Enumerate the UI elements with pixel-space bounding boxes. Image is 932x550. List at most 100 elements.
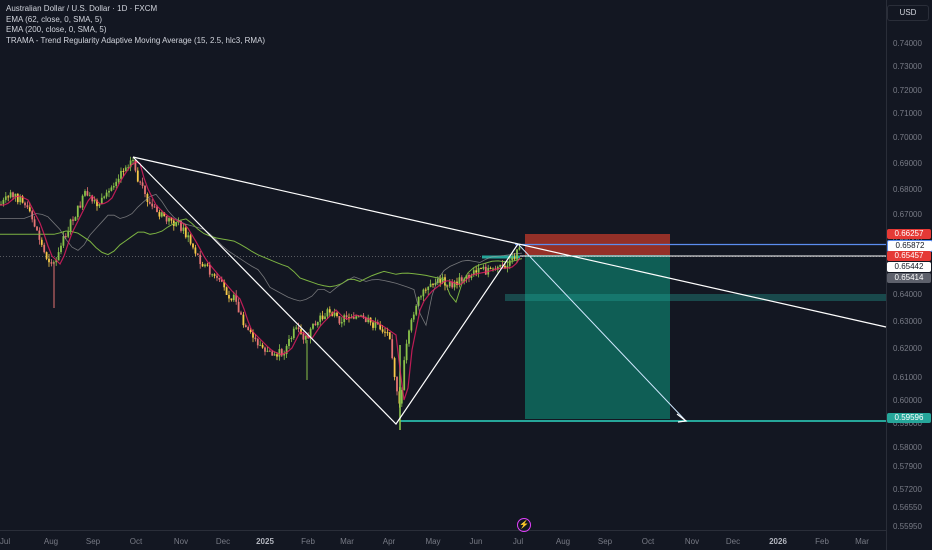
time-tick-label: Jul [512, 537, 524, 546]
candle-body [290, 338, 293, 340]
candle-body [40, 239, 43, 245]
candle-body [434, 283, 437, 285]
candle-body [516, 249, 518, 259]
candle-body [223, 281, 226, 288]
candle-body [508, 260, 511, 266]
candle-body [43, 244, 46, 253]
candle-body [276, 354, 278, 357]
candle-body [472, 270, 475, 275]
candle-body [158, 212, 161, 217]
price-tick-label: 0.55950 [893, 522, 922, 531]
candle-body [182, 227, 185, 231]
candle-body [393, 358, 396, 378]
candle-body [151, 203, 154, 207]
candle-body [237, 301, 240, 313]
candle-body [424, 289, 427, 291]
candle-body [93, 200, 96, 202]
projection-arrow [517, 243, 686, 421]
price-tick-label: 0.57900 [893, 462, 922, 471]
candle-body [14, 193, 17, 198]
candle-body [273, 354, 276, 356]
currency-button[interactable]: USD [887, 5, 929, 21]
candle-body [254, 337, 257, 340]
candle-body [252, 332, 254, 338]
candle-body [492, 268, 494, 270]
candle-body [50, 262, 53, 264]
candle-body [496, 266, 499, 270]
candle-body [4, 196, 7, 200]
ema200-line [0, 218, 523, 304]
symbol-title[interactable]: Australian Dollar / U.S. Dollar · 1D · F… [6, 4, 158, 13]
time-tick-label: Mar [340, 537, 354, 546]
candle-body [278, 349, 281, 357]
prev-price-tag: 0.65414 [887, 273, 931, 283]
candle-body [110, 187, 113, 191]
time-tick-label: Sep [85, 537, 101, 546]
candle-body [144, 185, 146, 195]
candle-body [12, 192, 14, 198]
candle-body [379, 324, 382, 330]
indicator-ema200[interactable]: EMA (200, close, 0, SMA, 5) [6, 25, 107, 34]
candle-body [163, 212, 166, 217]
candle-body [249, 330, 252, 333]
support-zone [505, 294, 886, 301]
time-tick-label: Nov [684, 537, 700, 546]
indicator-trama[interactable]: TRAMA - Trend Regularity Adaptive Moving… [6, 35, 266, 45]
candle-body [199, 254, 202, 265]
candle-body [518, 247, 521, 250]
candle-body [86, 191, 89, 196]
candle-body [312, 323, 314, 329]
candle-body [309, 328, 312, 339]
candle-body [81, 195, 84, 208]
candle-body [280, 349, 283, 356]
candle-body [316, 321, 319, 326]
candle-body [504, 265, 506, 268]
candle-body [266, 350, 269, 352]
candle-body [446, 285, 449, 287]
candle-body [489, 267, 492, 270]
candle-body [381, 329, 384, 332]
candle-body [372, 322, 374, 328]
price-tick-label: 0.73000 [893, 62, 922, 71]
candle-body [480, 268, 482, 270]
candle-body [283, 354, 286, 356]
candle-body [420, 296, 422, 298]
price-tick-label: 0.62000 [893, 344, 922, 353]
candle-body [477, 268, 480, 273]
price-tick-label: 0.60000 [893, 396, 922, 405]
candle-body [410, 319, 413, 331]
candle-body [153, 206, 156, 208]
candle-body [84, 191, 86, 196]
candle-body [74, 217, 77, 221]
candle-body [122, 170, 125, 172]
candle-body [374, 322, 377, 328]
candle-body [76, 205, 79, 218]
chart-legend: Australian Dollar / U.S. Dollar · 1D · F… [6, 4, 265, 46]
candle-body [333, 312, 336, 316]
candle-body [24, 202, 26, 206]
indicator-ema62[interactable]: EMA (62, close, 0, SMA, 5) [6, 14, 103, 24]
candle-body [33, 219, 36, 227]
candle-body [146, 194, 149, 202]
time-tick-label: Sep [597, 537, 613, 546]
trama-line [0, 161, 521, 401]
candle-body [72, 219, 74, 221]
candle-body [292, 328, 295, 339]
candle-body [460, 277, 463, 281]
candle-body [439, 278, 442, 283]
candle-body [103, 196, 106, 198]
candle-body [501, 264, 504, 266]
candle-body [192, 243, 194, 248]
candle-body [38, 230, 41, 240]
candle-body [343, 315, 346, 323]
candle-body [21, 196, 24, 203]
candle-body [115, 181, 118, 186]
candle-body [216, 275, 218, 278]
candle-body [451, 281, 454, 288]
candle-body [98, 204, 101, 207]
candle-body [36, 226, 38, 231]
candle-body [288, 339, 290, 347]
lightning-icon[interactable]: ⚡ [517, 518, 531, 532]
candle-body [427, 286, 430, 291]
